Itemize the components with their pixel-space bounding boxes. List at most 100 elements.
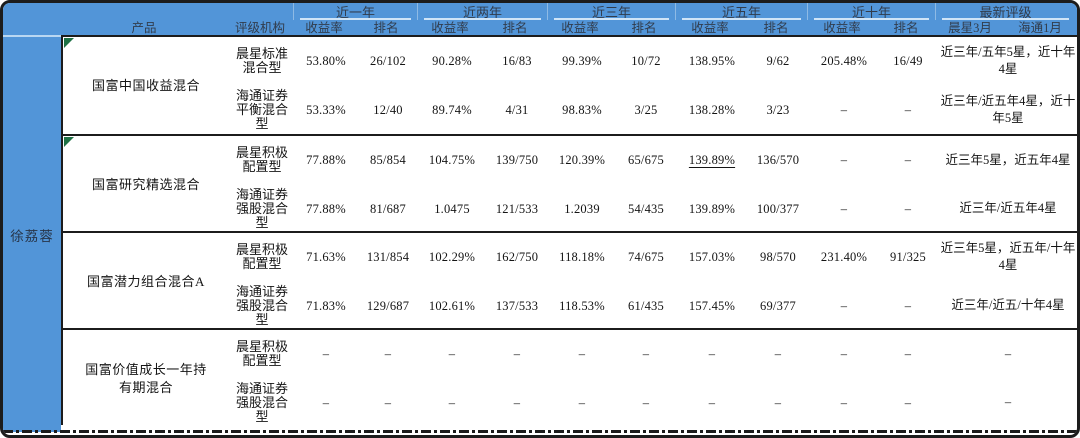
rank-column-header: 排名 <box>631 21 657 35</box>
agency-cell: 海通证券强股混合型 <box>235 283 288 327</box>
rank-cell: 131/854 <box>366 250 410 264</box>
return-cell: 1.0475 <box>434 201 470 216</box>
rank-cell: – <box>774 395 782 410</box>
rank-cell: – <box>904 153 912 167</box>
return-cell: 157.45% <box>688 298 736 313</box>
rank-cell: 69/377 <box>760 298 796 313</box>
rank-column-header: 排名 <box>893 21 919 35</box>
fund-group: 国富研究精选混合 晨星积极配置型 77.88% 85/854 104.75% 139/75… <box>63 134 1077 231</box>
rank-cell: 16/49 <box>893 54 923 68</box>
return-cell: – <box>578 347 586 361</box>
rank-cell: 81/687 <box>370 201 406 216</box>
truncation-dash-border <box>3 430 1077 433</box>
rank-cell: 12/40 <box>373 102 403 117</box>
rank-cell: 26/102 <box>370 54 406 68</box>
rank-cell: 16/83 <box>502 54 532 68</box>
rank-cell: 10/72 <box>631 54 661 68</box>
product-cell: 国富潜力组合混合A <box>87 273 205 289</box>
return-cell: 1.2039 <box>564 201 600 216</box>
return-cell: 205.48% <box>820 54 868 68</box>
return-cell: 139.89% <box>688 201 736 216</box>
rating-cell: 近三年/近五年4星 <box>959 201 1057 215</box>
rating-sub-header-morningstar: 晨星3月 <box>948 21 992 35</box>
product-cell: 国富价值成长一年持有期混合 <box>85 361 207 395</box>
period-header-5y: 近五年 <box>675 3 807 20</box>
return-cell: – <box>840 347 848 361</box>
return-cell: – <box>840 153 848 167</box>
rank-cell: 98/570 <box>760 250 796 264</box>
rank-column-header: 排名 <box>373 21 399 35</box>
return-cell: 104.75% <box>428 153 476 167</box>
fund-group: 国富潜力组合混合A 晨星积极配置型 71.63% 131/854 102.29% 162/… <box>63 231 1077 328</box>
return-column-header: 收益率 <box>691 21 729 35</box>
rank-cell: – <box>904 298 912 313</box>
rank-cell: 3/25 <box>634 102 658 117</box>
period-header-10y: 近十年 <box>807 3 935 20</box>
agency-cell: 晨星积极配置型 <box>235 339 288 368</box>
return-cell: 102.61% <box>428 298 476 313</box>
rank-column-header: 排名 <box>502 21 528 35</box>
product-column-header: 产品 <box>131 21 157 35</box>
rank-cell: – <box>513 347 521 361</box>
rank-cell: 121/533 <box>495 201 539 216</box>
product-cell: 国富中国收益混合 <box>63 37 229 134</box>
agency-cell: 海通证券强股混合型 <box>235 380 288 424</box>
comment-flag-icon <box>64 137 74 147</box>
return-cell: – <box>840 395 848 410</box>
agency-cell: 晨星积极配置型 <box>235 242 288 271</box>
return-cell: 120.39% <box>558 153 606 167</box>
rank-cell: 162/750 <box>495 250 539 264</box>
rating-cell: 近三年5星，近五年/十年4星 <box>940 241 1076 272</box>
manager-column: 徐荔蓉 <box>3 35 61 432</box>
return-cell: 138.28% <box>688 102 736 117</box>
agency-cell: 晨星积极配置型 <box>235 145 288 174</box>
rank-cell: – <box>384 347 392 361</box>
rank-cell: – <box>904 201 912 216</box>
return-cell: 53.33% <box>306 102 346 117</box>
return-cell: 71.83% <box>306 298 346 313</box>
rank-cell: 85/854 <box>370 153 406 167</box>
return-cell: – <box>840 298 848 313</box>
return-cell: – <box>322 347 330 361</box>
return-cell: 53.80% <box>306 54 346 68</box>
return-cell: 98.83% <box>562 102 602 117</box>
rank-cell: 91/325 <box>890 250 926 264</box>
return-cell: – <box>448 347 456 361</box>
agency-cell: 海通证券强股混合型 <box>235 186 288 230</box>
return-cell: 90.28% <box>432 54 472 68</box>
return-column-header: 收益率 <box>823 21 861 35</box>
header-blank-2 <box>3 20 61 35</box>
rating-cell: – <box>1004 346 1012 361</box>
rank-cell: – <box>774 347 782 361</box>
rank-cell: – <box>642 347 650 361</box>
rank-cell: 3/23 <box>766 102 790 117</box>
manager-name: 徐荔蓉 <box>10 228 54 244</box>
rank-cell: – <box>904 395 912 410</box>
return-cell: 71.63% <box>306 250 346 264</box>
period-header-3y: 近三年 <box>547 3 675 20</box>
period-header-2y: 近两年 <box>417 3 547 20</box>
rank-cell: 137/533 <box>495 298 539 313</box>
rank-cell: 54/435 <box>628 201 664 216</box>
rank-cell: 136/570 <box>756 153 800 167</box>
rank-cell: 139/750 <box>495 153 539 167</box>
fund-group: 国富中国收益混合 晨星标准混合型 53.80% 26/102 90.28% 16/83 99… <box>63 37 1077 134</box>
rating-cell: 近三年/五年5星，近十年4星 <box>940 45 1076 76</box>
return-cell: 77.88% <box>306 201 346 216</box>
fund-group: 国富价值成长一年持有期混合 晨星积极配置型 – – – – – – – – – – – 海通证券强股混合型… <box>63 328 1077 425</box>
rank-cell: – <box>384 395 392 410</box>
agency-cell: 海通证券平衡混合型 <box>235 87 288 131</box>
rank-cell: 4/31 <box>505 102 529 117</box>
return-cell: 89.74% <box>432 102 472 117</box>
rank-cell: 100/377 <box>756 201 800 216</box>
rank-cell: 61/435 <box>628 298 664 313</box>
rating-cell: 近三年/近五年4星，近十年5星 <box>940 93 1076 125</box>
table-body: 国富中国收益混合 晨星标准混合型 53.80% 26/102 90.28% 16/83 99… <box>61 35 1077 425</box>
rating-cell: – <box>1004 395 1012 409</box>
return-cell: 138.95% <box>688 54 736 68</box>
rating-sub-header-haitong: 海通1月 <box>1018 21 1062 35</box>
rating-cell: 近三年/近五/十年4星 <box>951 298 1065 312</box>
rank-cell: 65/675 <box>628 153 664 167</box>
rank-cell: 9/62 <box>766 54 790 68</box>
agency-cell: 晨星标准混合型 <box>235 46 288 75</box>
